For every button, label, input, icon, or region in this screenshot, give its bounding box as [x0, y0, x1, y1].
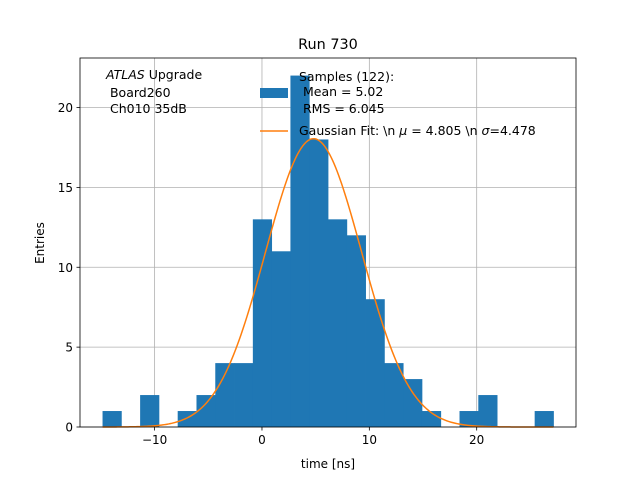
legend-samples-line-1: Samples (122):: [299, 69, 394, 84]
histogram-bars: [102, 75, 554, 428]
annotation-line-3: Ch010 35dB: [106, 101, 187, 116]
legend-fit-label: Gaussian Fit: \n μ = 4.805 \n σ=4.478: [299, 123, 536, 138]
legend-fit-mu: μ: [398, 123, 407, 138]
x-tick-label: 20: [469, 433, 484, 447]
gaussian-fit-line: [102, 137, 554, 428]
legend-fit-mid: = 4.805 \n: [407, 123, 481, 138]
legend-fit-prefix: Gaussian Fit: \n: [299, 123, 399, 138]
histogram-bar: [252, 219, 273, 427]
annotation-upgrade: Upgrade: [145, 67, 203, 82]
y-tick-label: 10: [58, 261, 73, 275]
legend-fit-suffix: =4.478: [489, 123, 535, 138]
histogram-bar: [102, 411, 122, 427]
atlas-annotation: ATLAS Upgrade Board260 Ch010 35dB: [105, 67, 202, 116]
histogram-bar: [384, 363, 404, 427]
x-tick-label: 0: [258, 433, 266, 447]
annotation-line-2: Board260: [106, 85, 171, 100]
histogram-bar: [346, 235, 366, 427]
histogram-bar: [478, 395, 498, 427]
histogram-bar: [365, 299, 385, 427]
y-tick-label: 5: [65, 341, 73, 355]
y-axis-ticks: 0 5 10 15 20: [58, 101, 80, 435]
histogram-bar: [421, 411, 442, 427]
annotation-line-1: ATLAS Upgrade: [105, 67, 202, 82]
histogram-bar: [309, 139, 329, 427]
histogram-bar: [271, 251, 291, 427]
histogram-bar: [290, 75, 310, 428]
y-axis-label: Entries: [33, 222, 47, 264]
x-axis-label: time [ns]: [301, 457, 355, 471]
legend-fit-sigma: σ: [482, 123, 491, 138]
x-tick-label: 10: [362, 433, 377, 447]
histogram-bar: [234, 363, 254, 427]
legend-samples-line-3: RMS = 6.045: [299, 101, 385, 116]
chart-title: Run 730: [298, 37, 358, 53]
histogram-bar: [459, 411, 479, 427]
plot-frame: [79, 57, 577, 428]
y-tick-label: 20: [58, 101, 73, 115]
legend: Samples (122): Mean = 5.02 RMS = 6.045 G…: [260, 69, 536, 138]
histogram-bar: [403, 379, 423, 427]
histogram-bar: [140, 395, 160, 427]
histogram-bar: [328, 219, 348, 427]
histogram-bar: [196, 395, 216, 427]
histogram-bar: [215, 363, 235, 427]
histogram-bar: [534, 411, 554, 427]
y-tick-label: 15: [58, 181, 73, 195]
y-tick-label: 0: [65, 421, 73, 435]
x-axis-ticks: −10 0 10 20: [142, 427, 484, 447]
legend-samples-line-2: Mean = 5.02: [299, 84, 383, 99]
legend-samples-swatch: [260, 88, 288, 98]
annotation-atlas: ATLAS: [105, 67, 145, 82]
x-tick-label: −10: [142, 433, 167, 447]
